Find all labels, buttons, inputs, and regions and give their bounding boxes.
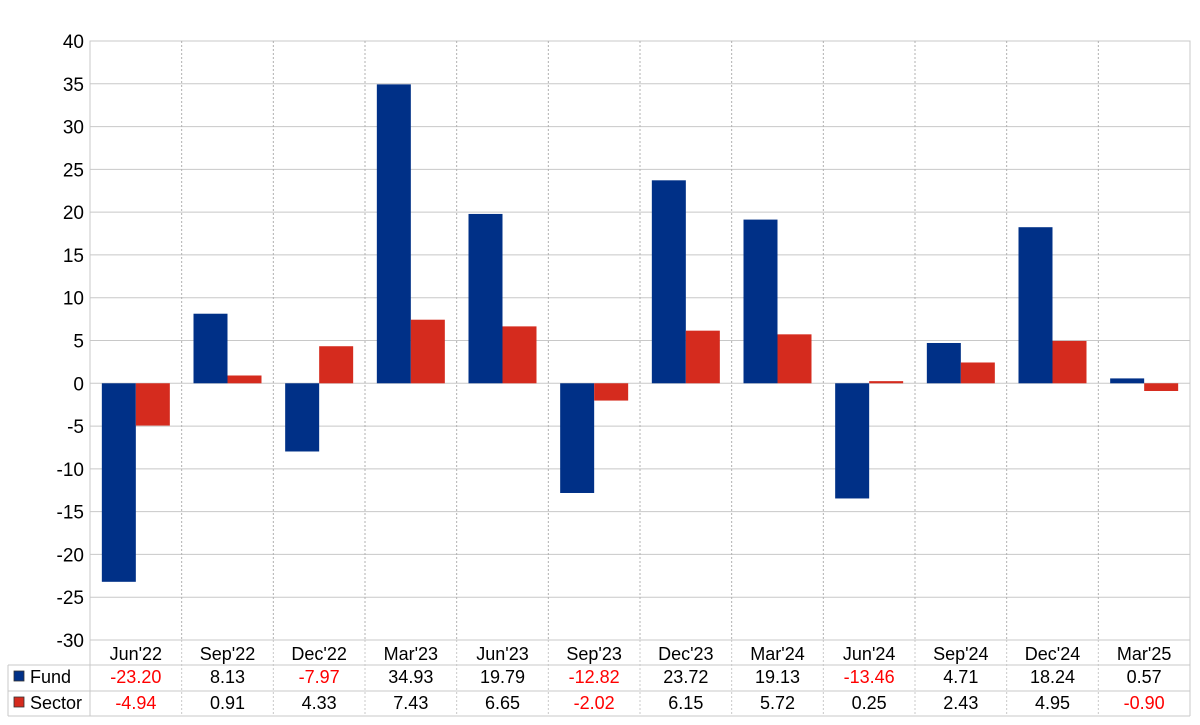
data-label-sector: -4.94 <box>115 693 156 713</box>
bar-fund <box>101 383 136 582</box>
x-tick-label: Dec'24 <box>1025 644 1080 664</box>
data-label-sector: 5.72 <box>760 693 795 713</box>
bar-sector <box>1052 340 1087 384</box>
data-label-sector: 2.43 <box>943 693 978 713</box>
bar-fund <box>560 383 595 493</box>
data-label-sector: -2.02 <box>574 693 615 713</box>
bar-sector <box>685 330 720 384</box>
y-tick-label: 0 <box>73 374 84 395</box>
bar-sector <box>502 326 537 384</box>
bar-sector <box>135 383 170 426</box>
data-label-fund: -12.82 <box>569 667 620 687</box>
bar-fund <box>376 84 411 384</box>
bar-fund <box>926 342 961 384</box>
legend-label-sector: Sector <box>30 693 82 713</box>
y-tick-label: 30 <box>63 118 84 139</box>
data-label-fund: 4.71 <box>943 667 978 687</box>
x-tick-label: Jun'22 <box>110 644 162 664</box>
y-tick-label: -30 <box>57 631 84 652</box>
legend-swatch-fund <box>13 670 25 682</box>
bar-fund <box>1110 378 1145 384</box>
bar-fund <box>193 313 228 384</box>
y-tick-label: 20 <box>63 203 84 224</box>
data-label-sector: 4.33 <box>302 693 337 713</box>
y-tick-label: -5 <box>67 417 84 438</box>
y-tick-label: -25 <box>57 588 84 609</box>
y-tick-label: 35 <box>63 75 84 96</box>
data-label-fund: 34.93 <box>388 667 433 687</box>
x-tick-label: Jun'24 <box>843 644 895 664</box>
legend-label-fund: Fund <box>30 667 71 687</box>
y-tick-label: 40 <box>63 32 84 53</box>
data-label-sector: 0.91 <box>210 693 245 713</box>
data-label-sector: 4.95 <box>1035 693 1070 713</box>
x-tick-label: Mar'23 <box>384 644 438 664</box>
data-label-sector: 7.43 <box>393 693 428 713</box>
legend-swatch-sector <box>13 696 25 708</box>
bar-fund <box>468 213 503 384</box>
data-label-fund: 23.72 <box>663 667 708 687</box>
y-tick-label: -15 <box>57 503 84 524</box>
bar-fund <box>651 180 686 384</box>
y-tick-label: 25 <box>63 160 84 181</box>
data-label-fund: 8.13 <box>210 667 245 687</box>
bar-sector <box>869 381 904 384</box>
bar-sector <box>777 334 812 384</box>
data-label-fund: 19.13 <box>755 667 800 687</box>
data-label-sector: 6.15 <box>668 693 703 713</box>
x-tick-label: Jun'23 <box>476 644 528 664</box>
x-tick-label: Mar'24 <box>750 644 804 664</box>
bar-sector <box>960 362 995 384</box>
data-label-sector: 6.65 <box>485 693 520 713</box>
y-tick-label: 5 <box>73 332 84 353</box>
bar-sector <box>227 375 262 384</box>
data-label-fund: 19.79 <box>480 667 525 687</box>
data-label-sector: 0.25 <box>852 693 887 713</box>
bar-fund <box>743 219 778 384</box>
bar-sector <box>410 319 445 384</box>
data-label-fund: -23.20 <box>110 667 161 687</box>
y-tick-label: -10 <box>57 460 84 481</box>
bar-fund <box>835 383 870 499</box>
x-tick-label: Sep'23 <box>566 644 622 664</box>
x-tick-label: Sep'22 <box>200 644 256 664</box>
x-tick-label: Sep'24 <box>933 644 989 664</box>
x-tick-label: Mar'25 <box>1117 644 1171 664</box>
data-label-fund: 18.24 <box>1030 667 1075 687</box>
x-tick-label: Dec'22 <box>291 644 346 664</box>
x-tick-label: Dec'23 <box>658 644 713 664</box>
data-label-sector: -0.90 <box>1124 693 1165 713</box>
bar-sector <box>594 383 629 401</box>
data-label-fund: -7.97 <box>299 667 340 687</box>
y-tick-label: 10 <box>63 289 84 310</box>
data-label-fund: -13.46 <box>844 667 895 687</box>
y-tick-label: 15 <box>63 246 84 267</box>
bar-sector <box>319 346 354 384</box>
y-tick-label: -20 <box>57 545 84 566</box>
data-label-fund: 0.57 <box>1127 667 1162 687</box>
bar-fund <box>1018 227 1053 384</box>
bar-fund <box>285 383 320 452</box>
bar-sector <box>1144 383 1179 391</box>
